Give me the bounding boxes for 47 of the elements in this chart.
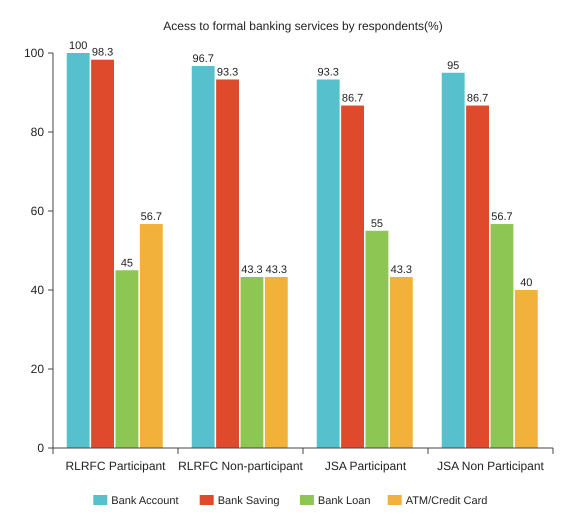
bar	[514, 290, 538, 448]
data-label: 100	[69, 40, 88, 52]
data-label: 86.7	[466, 92, 488, 105]
bar	[240, 276, 264, 448]
bar	[490, 224, 514, 448]
legend-label: ATM/Credit Card	[406, 495, 488, 507]
data-label: 86.7	[342, 92, 364, 105]
legend-label: Bank Account	[111, 495, 179, 507]
y-tick-label: 0	[37, 441, 44, 456]
bar	[390, 276, 413, 448]
bar	[316, 79, 340, 448]
bar	[216, 79, 239, 448]
data-label: 93.3	[216, 66, 238, 78]
data-label: 43.3	[241, 264, 263, 276]
data-label: 45	[120, 257, 134, 270]
y-tick-label: 20	[30, 362, 44, 376]
y-tick-label: 80	[30, 125, 44, 140]
legend-label: Bank Loan	[318, 495, 371, 507]
bar	[192, 66, 215, 448]
y-tick-label: 60	[30, 204, 44, 218]
data-label: 55	[370, 218, 384, 230]
data-label: 96.7	[192, 53, 214, 66]
bar	[91, 60, 114, 448]
data-label: 43.3	[390, 264, 412, 276]
bar	[140, 224, 163, 448]
bar	[466, 106, 489, 448]
x-tick-label: JSA Non Participant	[437, 459, 545, 473]
data-label: 93.3	[317, 66, 339, 78]
y-tick-label: 100	[24, 46, 44, 60]
data-label: 95	[447, 60, 460, 72]
bar	[366, 230, 388, 448]
x-tick-label: JSA Participant	[324, 459, 407, 473]
x-tick-label: RLRFC Non-participant	[178, 459, 304, 473]
legend-label: Bank Saving	[218, 495, 280, 507]
y-tick-label: 40	[30, 283, 44, 298]
data-label: 43.3	[266, 264, 288, 276]
bar	[341, 106, 364, 448]
bar	[264, 276, 288, 448]
data-label: 56.7	[140, 211, 162, 224]
bar	[66, 53, 90, 448]
bar	[442, 72, 465, 448]
x-tick-label: RLRFC Participant	[65, 459, 166, 473]
data-label: 56.7	[491, 211, 513, 224]
bar	[116, 270, 138, 448]
data-label: 40	[520, 277, 532, 289]
chart-title: Acess to formal banking services by respondents(%)	[163, 19, 443, 33]
data-label: 98.3	[92, 46, 114, 59]
